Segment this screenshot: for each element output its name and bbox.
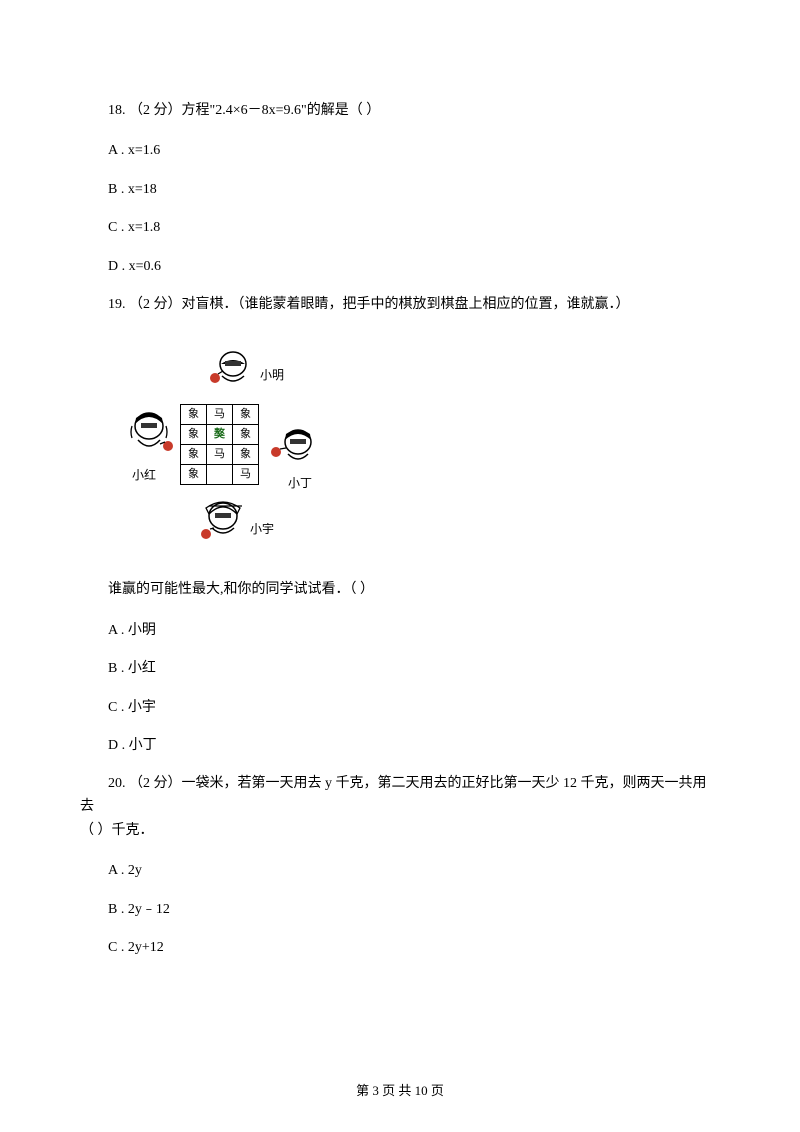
cell-1-2: 象 (233, 425, 259, 445)
label-left: 小红 (132, 466, 156, 485)
q20-text2: （ ）千克． (80, 820, 720, 842)
person-right-icon (268, 422, 322, 472)
cell-3-1 (207, 465, 233, 485)
cell-2-2: 象 (233, 445, 259, 465)
person-left-icon (122, 404, 176, 462)
cell-3-0: 象 (181, 465, 207, 485)
q19-subtext: 谁赢的可能性最大,和你的同学试试看．（ ） (80, 579, 720, 601)
q18-option-a: A . x=1.6 (80, 140, 720, 162)
cell-2-1: 马 (207, 445, 233, 465)
cell-0-1: 马 (207, 405, 233, 425)
q20-option-b: B . 2y﹣12 (80, 899, 720, 921)
label-top: 小明 (260, 366, 284, 385)
chess-grid: 象 马 象 象 獒 象 象 马 象 象 马 (180, 404, 259, 485)
person-top-icon (205, 346, 255, 390)
q19-figure: 小明 小红 象 马 象 象 獒 象 (110, 334, 345, 559)
q20-option-c: C . 2y+12 (80, 937, 720, 959)
q19-option-c: C . 小宇 (80, 697, 720, 719)
label-right: 小丁 (288, 474, 312, 493)
label-bottom: 小宇 (250, 520, 274, 539)
q18-text: 18. （2 分）方程"2.4×6－8x=9.6"的解是（ ） (80, 100, 720, 122)
q18-option-c: C . x=1.8 (80, 217, 720, 239)
cell-1-0: 象 (181, 425, 207, 445)
q19-option-b: B . 小红 (80, 658, 720, 680)
person-bottom-icon (196, 494, 250, 544)
cell-0-2: 象 (233, 405, 259, 425)
q20-option-a: A . 2y (80, 860, 720, 882)
cell-2-0: 象 (181, 445, 207, 465)
cell-3-2: 马 (233, 465, 259, 485)
page-footer: 第 3 页 共 10 页 (0, 1081, 800, 1102)
q20-text: 20. （2 分）一袋米，若第一天用去 y 千克，第二天用去的正好比第一天少 1… (80, 773, 720, 818)
q19-option-a: A . 小明 (80, 620, 720, 642)
cell-0-0: 象 (181, 405, 207, 425)
cell-1-1: 獒 (207, 425, 233, 445)
q18-option-d: D . x=0.6 (80, 256, 720, 278)
q19-text: 19. （2 分）对盲棋．（谁能蒙着眼睛，把手中的棋放到棋盘上相应的位置，谁就赢… (80, 294, 720, 316)
q18-option-b: B . x=18 (80, 179, 720, 201)
q19-option-d: D . 小丁 (80, 735, 720, 757)
